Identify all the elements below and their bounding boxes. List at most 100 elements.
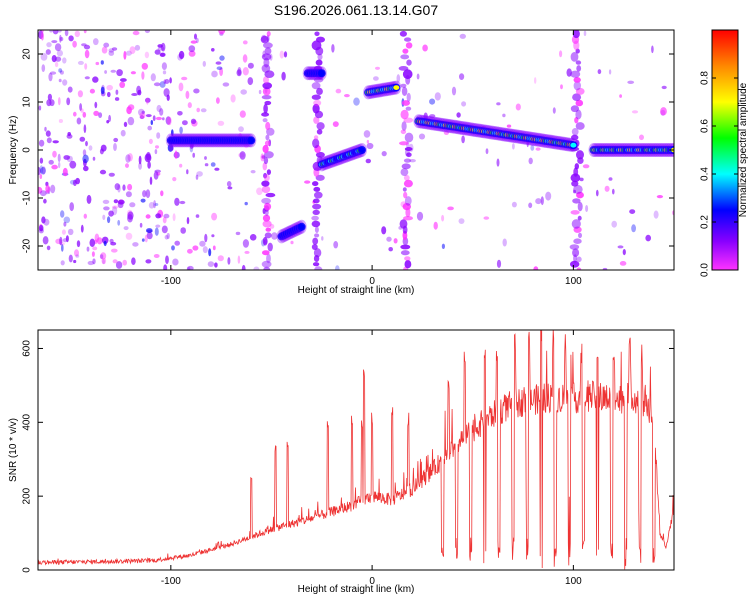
noise-speck — [46, 137, 52, 144]
noise-speck — [94, 101, 98, 109]
noise-speck — [217, 255, 224, 262]
noise-speck — [45, 184, 50, 193]
y-tick-label: -10 — [22, 190, 33, 205]
noise-speck — [42, 236, 49, 245]
noise-speck — [263, 172, 268, 179]
broadband-speck — [262, 236, 268, 246]
noise-speck — [117, 199, 125, 205]
noise-speck — [185, 90, 190, 99]
broadband-speck — [261, 95, 272, 100]
noise-speck — [54, 61, 59, 68]
noise-speck — [279, 50, 284, 59]
noise-speck — [409, 159, 416, 163]
noise-speck — [141, 238, 145, 242]
noise-speck — [110, 69, 117, 73]
noise-speck — [83, 213, 88, 219]
noise-speck — [192, 245, 199, 251]
noise-speck — [74, 30, 81, 38]
noise-speck — [190, 118, 197, 125]
noise-speck — [63, 155, 70, 160]
noise-speck — [84, 76, 90, 80]
noise-speck — [122, 259, 127, 266]
noise-speck — [61, 244, 64, 252]
broadband-speck — [402, 203, 411, 211]
noise-speck — [174, 197, 180, 206]
noise-speck — [416, 211, 424, 221]
noise-speck — [38, 186, 43, 194]
noise-speck — [139, 222, 143, 228]
noise-speck — [111, 47, 118, 51]
noise-speck — [38, 139, 45, 147]
noise-speck — [375, 66, 380, 70]
broadband-speck — [261, 64, 271, 73]
noise-speck — [64, 30, 69, 37]
broadband-speck — [313, 186, 321, 192]
noise-speck — [57, 30, 62, 33]
x-tick-label: 0 — [369, 576, 375, 587]
noise-speck — [502, 238, 507, 247]
noise-speck — [51, 164, 58, 170]
noise-speck — [120, 78, 127, 82]
broadband-speck — [402, 69, 413, 80]
broadband-speck — [570, 70, 581, 78]
noise-speck — [112, 205, 119, 209]
noise-speck — [44, 126, 47, 132]
broadband-speck — [311, 94, 321, 100]
noise-speck — [179, 163, 183, 168]
noise-speck — [49, 71, 57, 75]
noise-speck — [177, 111, 183, 116]
broadband-speck — [401, 86, 408, 96]
broadband-speck — [573, 77, 581, 83]
noise-speck — [115, 261, 123, 269]
ridge-core — [359, 147, 365, 153]
noise-speck — [283, 51, 288, 58]
noise-speck — [171, 245, 175, 251]
colorbar-label: Normalized spectral amplitude — [738, 82, 749, 217]
colorbar: 0.0 0.2 0.4 0.6 0.8 Normalized spectral ampl… — [700, 29, 749, 277]
noise-speck — [62, 57, 67, 64]
broadband-speck — [570, 173, 581, 183]
broadband-speck — [403, 179, 413, 188]
noise-speck — [92, 246, 98, 251]
noise-speck — [219, 55, 225, 61]
noise-speck — [365, 158, 371, 164]
noise-speck — [65, 235, 69, 243]
broadband-speck — [267, 242, 273, 252]
noise-speck — [62, 79, 68, 86]
noise-speck — [43, 198, 47, 204]
noise-speck — [242, 239, 249, 248]
noise-speck — [68, 35, 74, 42]
noise-speck — [238, 126, 244, 132]
broadband-speck — [405, 42, 413, 49]
broadband-speck — [577, 215, 582, 221]
broadband-speck — [312, 209, 320, 215]
spectrogram-marks — [38, 30, 674, 270]
noise-speck — [560, 84, 563, 90]
noise-speck — [195, 214, 200, 218]
colorbar-tick-label: 0.4 — [700, 167, 711, 181]
noise-speck — [127, 153, 133, 162]
noise-speck — [155, 116, 162, 121]
noise-speck — [41, 64, 46, 72]
broadband-speck — [570, 105, 580, 113]
broadband-speck — [313, 116, 320, 124]
noise-speck — [48, 159, 54, 165]
noise-speck — [88, 145, 93, 151]
broadband-speck — [569, 244, 580, 250]
noise-speck — [82, 149, 87, 157]
noise-speck — [172, 213, 176, 222]
broadband-speck — [266, 31, 271, 37]
noise-speck — [77, 90, 83, 98]
broadband-speck — [316, 122, 325, 130]
noise-speck — [162, 70, 167, 75]
broadband-speck — [263, 157, 269, 165]
broadband-speck — [264, 100, 272, 106]
noise-speck — [612, 188, 615, 195]
broadband-speck — [400, 168, 409, 177]
broadband-speck — [262, 82, 273, 90]
noise-speck — [41, 166, 46, 175]
ridge-core — [298, 224, 305, 230]
noise-speck — [46, 42, 52, 48]
noise-speck — [141, 62, 148, 70]
broadband-speck — [572, 93, 582, 101]
